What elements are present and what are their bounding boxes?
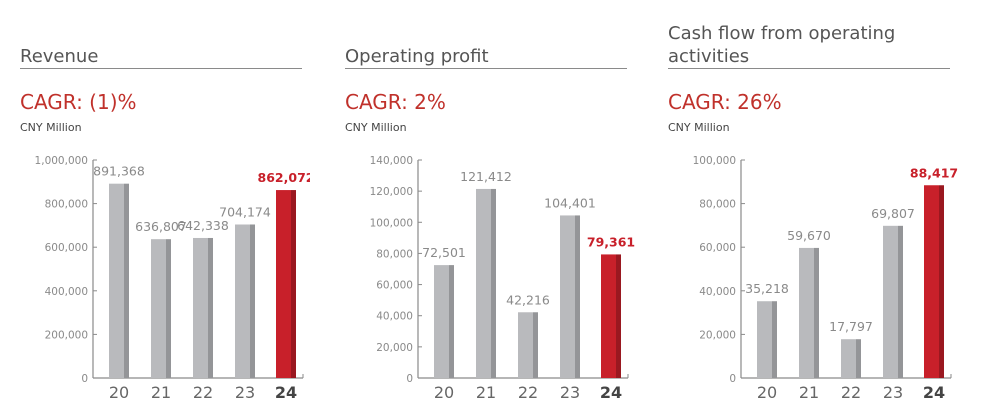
divider — [345, 68, 627, 69]
x-tick-label: 21 — [799, 383, 819, 402]
x-tick-label: 21 — [476, 383, 496, 402]
bar — [883, 225, 898, 378]
bar — [841, 339, 856, 378]
y-tick-label: 600,000 — [45, 242, 88, 254]
data-label: 35,218 — [745, 281, 789, 296]
x-tick-label: 22 — [518, 383, 538, 402]
data-label: 17,797 — [829, 319, 873, 334]
x-tick-label: 21 — [151, 383, 171, 402]
operating-profit-panel: Operating profit CAGR: 2% CNY Million 0 2… — [345, 0, 635, 420]
x-tick-label: 23 — [883, 383, 903, 402]
cagr-label: CAGR: (1)% — [20, 90, 137, 114]
bar — [276, 190, 291, 378]
y-tick-label: 1,000,000 — [35, 155, 88, 167]
bar — [924, 185, 939, 378]
bar-shade — [166, 239, 171, 378]
bar — [193, 237, 208, 378]
y-tick-label: 60,000 — [376, 280, 413, 292]
chart-title: Revenue — [20, 46, 99, 67]
bar-shade — [772, 301, 777, 378]
unit-label: CNY Million — [345, 121, 407, 134]
cash-flow-chart: 0 20,000 40,000 60,000 80,000 100,000 35,218 20… — [693, 155, 958, 402]
bar-shade — [575, 215, 580, 378]
revenue-chart: 0 200,000 400,000 600,000 800,000 1,000,000 89… — [35, 155, 310, 402]
operating-profit-chart: 0 20,000 40,000 60,000 80,000 100,000 120,000 1… — [370, 155, 635, 402]
data-label: 104,401 — [544, 195, 596, 210]
x-tick-label: 23 — [235, 383, 255, 402]
bar-shade — [939, 185, 944, 378]
y-tick-label: 800,000 — [45, 199, 88, 211]
y-tick-label: 80,000 — [699, 199, 736, 211]
bar-shade — [124, 183, 129, 378]
data-label: 862,072 — [258, 170, 310, 185]
chart-title: Cash flow from operating activities — [668, 23, 896, 67]
bar — [799, 247, 814, 378]
bar — [518, 312, 533, 378]
y-tick-label: 0 — [81, 373, 88, 385]
revenue-panel: Revenue CAGR: (1)% CNY Million 0 200,000 4… — [20, 0, 310, 420]
x-tick-label: 20 — [757, 383, 777, 402]
y-tick-label: 200,000 — [45, 329, 88, 341]
y-tick-label: 100,000 — [370, 217, 413, 229]
bar-shade — [898, 225, 903, 378]
y-tick-label: 100,000 — [693, 155, 736, 167]
data-label: 59,670 — [787, 228, 831, 243]
y-tick-label: 120,000 — [370, 186, 413, 198]
bar — [434, 265, 449, 378]
y-tick-label: 140,000 — [370, 155, 413, 167]
x-tick-label: 24 — [923, 383, 945, 402]
data-label: 121,412 — [460, 169, 512, 184]
bar — [109, 183, 124, 378]
bar — [601, 254, 616, 378]
data-label: 72,501 — [422, 245, 466, 260]
unit-label: CNY Million — [668, 121, 730, 134]
y-tick-label: 0 — [729, 373, 736, 385]
y-tick-label: 20,000 — [376, 342, 413, 354]
data-label: 636,807 — [135, 219, 187, 234]
bar-shade — [491, 188, 496, 378]
bar-shade — [616, 254, 621, 378]
divider — [668, 68, 950, 69]
data-label: 42,216 — [506, 292, 550, 307]
cagr-label: CAGR: 2% — [345, 90, 446, 114]
data-label: 891,368 — [93, 164, 145, 179]
x-tick-label: 20 — [434, 383, 454, 402]
y-tick-label: 40,000 — [699, 286, 736, 298]
bar-shade — [449, 265, 454, 378]
bar — [235, 224, 250, 378]
y-tick-label: 60,000 — [699, 242, 736, 254]
x-tick-label: 20 — [109, 383, 129, 402]
x-tick-label: 22 — [193, 383, 213, 402]
bar-shade — [250, 224, 255, 378]
y-tick-label: 0 — [406, 373, 413, 385]
data-label: 704,174 — [219, 204, 271, 219]
bar — [151, 239, 166, 378]
x-tick-label: 24 — [600, 383, 622, 402]
data-label: 642,338 — [177, 218, 229, 233]
data-label: 88,417 — [910, 165, 958, 180]
bar-shade — [208, 237, 213, 378]
data-label: 79,361 — [587, 234, 635, 249]
data-label: 69,807 — [871, 206, 915, 221]
x-tick-label: 22 — [841, 383, 861, 402]
bar-shade — [856, 339, 861, 378]
unit-label: CNY Million — [20, 121, 82, 134]
y-tick-label: 40,000 — [376, 311, 413, 323]
y-tick-label: 20,000 — [699, 329, 736, 341]
bar — [476, 188, 491, 378]
x-tick-label: 24 — [275, 383, 297, 402]
bar-shade — [291, 190, 296, 378]
bar — [560, 215, 575, 378]
x-tick-label: 23 — [560, 383, 580, 402]
bar-shade — [533, 312, 538, 378]
y-tick-label: 80,000 — [376, 248, 413, 260]
bar-shade — [814, 247, 819, 378]
y-tick-label: 400,000 — [45, 286, 88, 298]
divider — [20, 68, 302, 69]
cash-flow-panel: Cash flow from operating activities CAGR… — [668, 0, 958, 420]
chart-title: Operating profit — [345, 46, 489, 67]
cagr-label: CAGR: 26% — [668, 90, 782, 114]
bar — [757, 301, 772, 378]
